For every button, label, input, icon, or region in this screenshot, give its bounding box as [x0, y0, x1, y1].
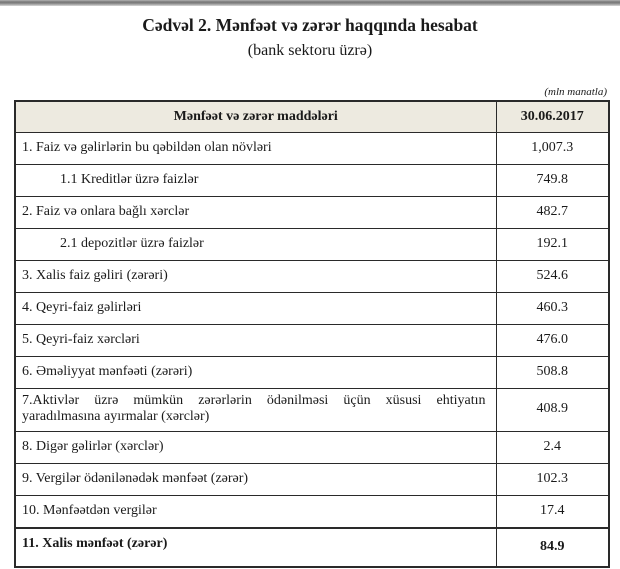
row-label: 2.1 depozitlər üzrə faizlər	[14, 228, 497, 261]
table-header-row: Mənfəət və zərər maddələri 30.06.2017	[14, 100, 610, 133]
row-label: 7.Aktivlər üzrə mümkün zərərlərin ödənil…	[14, 388, 497, 432]
row-value: 2.4	[495, 431, 610, 464]
table-row: 11. Xalis mənfəət (zərər) 84.9	[14, 527, 610, 568]
table-row: 8. Digər gəlirlər (xərclər) 2.4	[14, 431, 610, 464]
page-subtitle: (bank sektoru üzrə)	[247, 42, 373, 59]
column-header-date: 30.06.2017	[495, 100, 610, 133]
row-value: 1,007.3	[495, 132, 610, 165]
row-value: 102.3	[495, 463, 610, 496]
table-row: 2. Faiz və onlara bağlı xərclər 482.7	[14, 196, 610, 229]
table-row: 4. Qeyri-faiz gəlirləri 460.3	[14, 292, 610, 325]
row-value: 508.8	[495, 356, 610, 389]
row-value: 17.4	[495, 495, 610, 529]
table-row: 1. Faiz və gəlirlərin bu qəbildən olan n…	[14, 132, 610, 165]
row-label: 11. Xalis mənfəət (zərər)	[14, 527, 497, 568]
row-label: 8. Digər gəlirlər (xərclər)	[14, 431, 497, 464]
table-row: 3. Xalis faiz gəliri (zərəri) 524.6	[14, 260, 610, 293]
row-value: 482.7	[495, 196, 610, 229]
row-label: 5. Qeyri-faiz xərcləri	[14, 324, 497, 357]
table-row: 1.1 Kreditlər üzrə faizlər 749.8	[14, 164, 610, 197]
table-row: 7.Aktivlər üzrə mümkün zərərlərin ödənil…	[14, 388, 610, 432]
table-row: 6. Əməliyyat mənfəəti (zərəri) 508.8	[14, 356, 610, 389]
row-label: 1.1 Kreditlər üzrə faizlər	[14, 164, 497, 197]
row-value: 460.3	[495, 292, 610, 325]
row-label: 10. Mənfəətdən vergilər	[14, 495, 497, 529]
row-value: 476.0	[495, 324, 610, 357]
row-label: 3. Xalis faiz gəliri (zərəri)	[14, 260, 497, 293]
row-value: 524.6	[495, 260, 610, 293]
page-title: Cədvəl 2. Mənfəət və zərər haqqında hesa…	[142, 15, 478, 35]
row-value: 749.8	[495, 164, 610, 197]
row-label: 2. Faiz və onlara bağlı xərclər	[14, 196, 497, 229]
table-row: 2.1 depozitlər üzrə faizlər 192.1	[14, 228, 610, 261]
table-row: 5. Qeyri-faiz xərcləri 476.0	[14, 324, 610, 357]
table-body: 1. Faiz və gəlirlərin bu qəbildən olan n…	[14, 132, 610, 568]
top-rule-divider	[0, 0, 620, 6]
table-row: 9. Vergilər ödənilənədək mənfəət (zərər)…	[14, 463, 610, 496]
column-header-items: Mənfəət və zərər maddələri	[14, 100, 497, 133]
row-label: 4. Qeyri-faiz gəlirləri	[14, 292, 497, 325]
unit-note: (mln manatla)	[544, 86, 607, 98]
row-label: 9. Vergilər ödənilənədək mənfəət (zərər)	[14, 463, 497, 496]
row-label: 1. Faiz və gəlirlərin bu qəbildən olan n…	[14, 132, 497, 165]
row-value: 84.9	[495, 527, 610, 568]
table-row: 10. Mənfəətdən vergilər 17.4	[14, 495, 610, 529]
row-value: 192.1	[495, 228, 610, 261]
row-value: 408.9	[495, 388, 610, 432]
pnl-table: Mənfəət və zərər maddələri 30.06.2017 1.…	[14, 100, 610, 568]
row-label: 6. Əməliyyat mənfəəti (zərəri)	[14, 356, 497, 389]
